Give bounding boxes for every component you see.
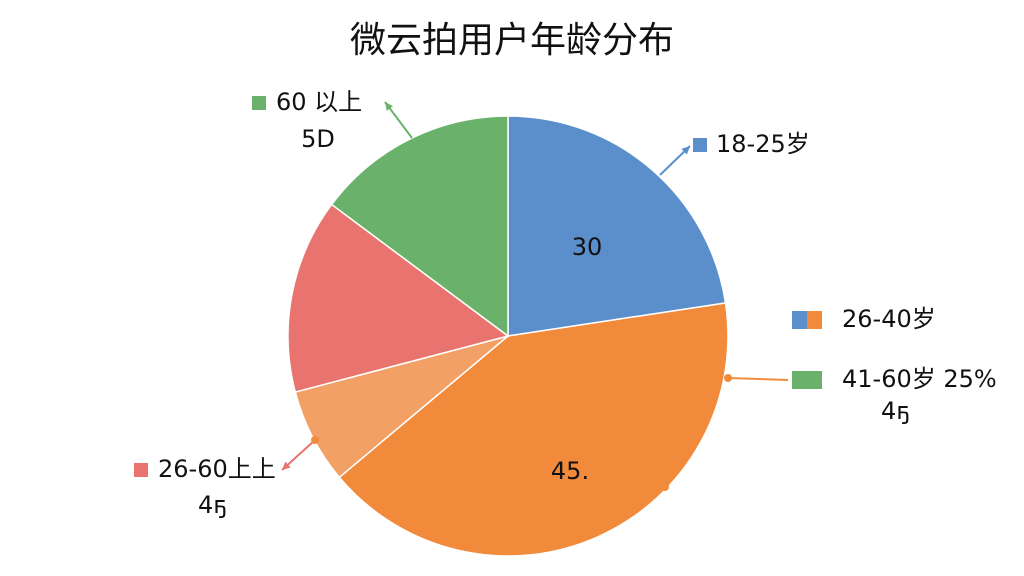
arrow-head xyxy=(282,461,291,470)
pie-slice xyxy=(330,115,509,338)
annotation: 4ҕ xyxy=(881,397,909,425)
annotation: 30 xyxy=(572,233,603,261)
legend-marker xyxy=(807,311,822,329)
legend-label: 60 以上 xyxy=(276,88,362,116)
leader-dot xyxy=(311,436,319,444)
legend-label: 26-60上上 xyxy=(158,455,276,483)
legend-marker xyxy=(693,138,707,152)
chart-title: 微云拍用户年龄分布 xyxy=(350,20,674,61)
arrow-head xyxy=(681,146,690,155)
legend-label: 41-60岁 25% xyxy=(842,365,997,393)
leader-dot xyxy=(724,374,732,382)
leader-line xyxy=(727,377,789,381)
annotation: 45. xyxy=(551,457,589,485)
annotation: 4ҕ xyxy=(198,491,226,519)
legend-marker xyxy=(134,463,148,477)
legend-marker xyxy=(252,96,266,110)
pie-slice xyxy=(287,203,510,393)
legend-label: 26-40岁 xyxy=(842,305,936,333)
arrow-head xyxy=(385,102,393,111)
pie-slice xyxy=(338,302,729,557)
pie-slice xyxy=(507,115,727,337)
annotation: 5D xyxy=(301,125,335,153)
legend-label: 18-25岁 xyxy=(716,130,810,158)
legend-marker xyxy=(792,371,822,389)
leader-dot xyxy=(661,483,669,491)
legend-marker xyxy=(792,311,807,329)
